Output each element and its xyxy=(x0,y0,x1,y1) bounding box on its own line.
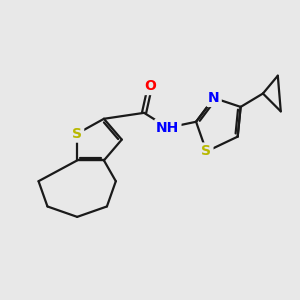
Text: O: O xyxy=(144,79,156,93)
Text: N: N xyxy=(208,91,220,105)
Text: NH: NH xyxy=(156,121,179,135)
Text: S: S xyxy=(72,127,82,141)
Text: S: S xyxy=(202,145,212,158)
